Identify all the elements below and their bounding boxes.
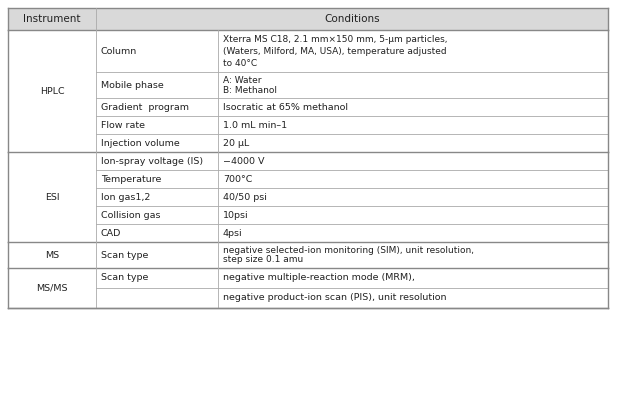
Bar (96, 116, 218, 134)
Bar (8, 30, 96, 152)
Bar (96, 98, 218, 116)
Bar (218, 116, 608, 134)
Text: Conditions: Conditions (324, 14, 380, 24)
Bar (96, 288, 218, 308)
Text: ESI: ESI (44, 192, 59, 201)
Text: Gradient  program: Gradient program (101, 103, 189, 112)
Text: to 40°C: to 40°C (223, 59, 257, 68)
Text: 40/50 psi: 40/50 psi (223, 192, 267, 201)
Bar (96, 268, 218, 288)
Text: 10psi: 10psi (223, 211, 248, 220)
Text: Scan type: Scan type (101, 250, 148, 260)
Text: negative multiple-reaction mode (MRM),: negative multiple-reaction mode (MRM), (223, 274, 415, 283)
Text: Column: Column (101, 47, 137, 56)
Text: Isocratic at 65% methanol: Isocratic at 65% methanol (223, 103, 348, 112)
Text: 1.0 mL min–1: 1.0 mL min–1 (223, 120, 287, 129)
Bar (218, 224, 608, 242)
Bar (96, 242, 218, 268)
Bar (218, 134, 608, 152)
Text: Xterra MS C18, 2.1 mm×150 mm, 5-μm particles,: Xterra MS C18, 2.1 mm×150 mm, 5-μm parti… (223, 35, 447, 44)
Text: 700°C: 700°C (223, 175, 252, 183)
Bar (8, 268, 96, 308)
Bar (8, 152, 96, 242)
Text: Ion gas1,2: Ion gas1,2 (101, 192, 150, 201)
Text: MS/MS: MS/MS (36, 283, 68, 293)
Bar (96, 152, 218, 170)
Bar (218, 268, 608, 288)
Bar (8, 8, 96, 30)
Text: (Waters, Milford, MA, USA), temperature adjusted: (Waters, Milford, MA, USA), temperature … (223, 47, 447, 56)
Text: CAD: CAD (101, 229, 121, 237)
Bar (218, 242, 608, 268)
Text: Mobile phase: Mobile phase (101, 80, 164, 89)
Bar (96, 134, 218, 152)
Bar (218, 188, 608, 206)
Text: MS: MS (45, 250, 59, 260)
Bar (96, 224, 218, 242)
Text: Collision gas: Collision gas (101, 211, 161, 220)
Bar (96, 8, 608, 30)
Text: negative product-ion scan (PIS), unit resolution: negative product-ion scan (PIS), unit re… (223, 293, 446, 302)
Text: 20 μL: 20 μL (223, 138, 249, 147)
Bar (218, 30, 608, 72)
Bar (218, 288, 608, 308)
Bar (218, 206, 608, 224)
Text: Scan type: Scan type (101, 274, 148, 283)
Bar (96, 72, 218, 98)
Bar (218, 170, 608, 188)
Text: Instrument: Instrument (23, 14, 81, 24)
Bar (96, 170, 218, 188)
Bar (8, 242, 96, 268)
Text: Temperature: Temperature (101, 175, 161, 183)
Text: 4psi: 4psi (223, 229, 243, 237)
Bar (96, 188, 218, 206)
Text: B: Methanol: B: Methanol (223, 86, 277, 94)
Text: negative selected-ion monitoring (SIM), unit resolution,: negative selected-ion monitoring (SIM), … (223, 246, 474, 255)
Bar (218, 98, 608, 116)
Bar (96, 206, 218, 224)
Text: Injection volume: Injection volume (101, 138, 180, 147)
Bar (96, 30, 218, 72)
Text: step size 0.1 amu: step size 0.1 amu (223, 255, 303, 265)
Text: A: Water: A: Water (223, 75, 261, 84)
Text: Flow rate: Flow rate (101, 120, 145, 129)
Text: HPLC: HPLC (40, 87, 64, 96)
Text: Ion-spray voltage (IS): Ion-spray voltage (IS) (101, 157, 203, 166)
Text: −4000 V: −4000 V (223, 157, 265, 166)
Bar (218, 152, 608, 170)
Bar (218, 72, 608, 98)
